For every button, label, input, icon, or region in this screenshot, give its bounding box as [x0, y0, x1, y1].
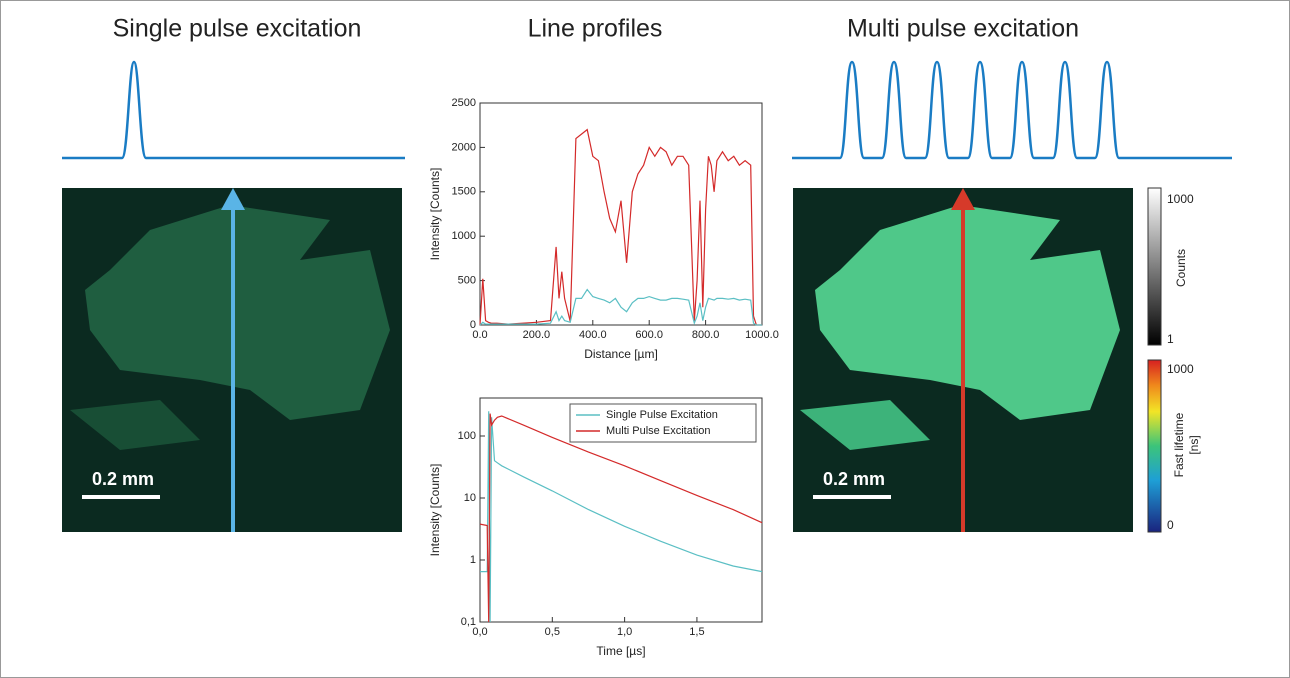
- pulse: [62, 60, 405, 160]
- x-tick-label: 600.0: [635, 329, 663, 341]
- series-line: [479, 128, 762, 326]
- scale-bar-label: 0.2 mm: [92, 469, 154, 489]
- x-tick-label: 1,5: [689, 626, 704, 638]
- y-tick-label: 500: [458, 275, 476, 287]
- legend-box: [569, 403, 757, 443]
- series-line: [479, 288, 762, 326]
- colorbar-min: 0: [1167, 518, 1174, 532]
- y-tick-label: 0: [470, 319, 476, 331]
- y-tick-label: 1: [470, 554, 476, 566]
- x-tick-label: 200.0: [523, 329, 551, 341]
- x-tick-label: 1,0: [617, 626, 632, 638]
- x-tick-label: 1000.0: [745, 329, 779, 341]
- x-tick-label: 0,5: [545, 626, 560, 638]
- x-tick-label: 0.0: [472, 329, 487, 341]
- colorbar: [1147, 359, 1162, 533]
- scale-bar-label: 0.2 mm: [823, 469, 885, 489]
- arrowhead: [221, 188, 245, 210]
- y-tick-label: 10: [464, 492, 476, 504]
- plot-frame: [479, 397, 763, 623]
- colorbar-max: 1000: [1167, 192, 1194, 206]
- y-tick-label: 2500: [452, 97, 476, 109]
- series-line: [479, 413, 763, 623]
- x-tick-label: 800.0: [692, 329, 720, 341]
- y-tick-label: 100: [458, 430, 476, 442]
- plot-frame: [479, 102, 763, 326]
- pulse-train: [792, 60, 1232, 160]
- y-axis-label: Intensity [Counts]: [428, 464, 442, 557]
- colorbar-label: Fast lifetime: [1172, 412, 1186, 477]
- y-tick-label: 1000: [452, 230, 476, 242]
- colorbar-label: Counts: [1174, 249, 1188, 287]
- y-tick-label: 1500: [452, 186, 476, 198]
- x-tick-label: 400.0: [579, 329, 607, 341]
- x-axis-label: Time [µs]: [596, 644, 645, 658]
- colorbar-min: 1: [1167, 332, 1174, 346]
- heading: Line profiles: [528, 15, 663, 43]
- x-axis-label: Distance [µm]: [584, 347, 658, 361]
- legend-label: Single Pulse Excitation: [606, 409, 718, 421]
- colorbar-max: 1000: [1167, 362, 1194, 376]
- y-tick-label: 2000: [452, 141, 476, 153]
- y-axis-label: Intensity [Counts]: [428, 168, 442, 261]
- heading: Single pulse excitation: [113, 15, 362, 43]
- arrowhead: [951, 188, 975, 210]
- colorbar-label: [ns]: [1187, 435, 1201, 454]
- heading: Multi pulse excitation: [847, 15, 1079, 43]
- x-tick-label: 0,0: [472, 626, 487, 638]
- legend-label: Multi Pulse Excitation: [606, 425, 711, 437]
- y-tick-label: 0,1: [461, 616, 476, 628]
- colorbar: [1147, 187, 1162, 346]
